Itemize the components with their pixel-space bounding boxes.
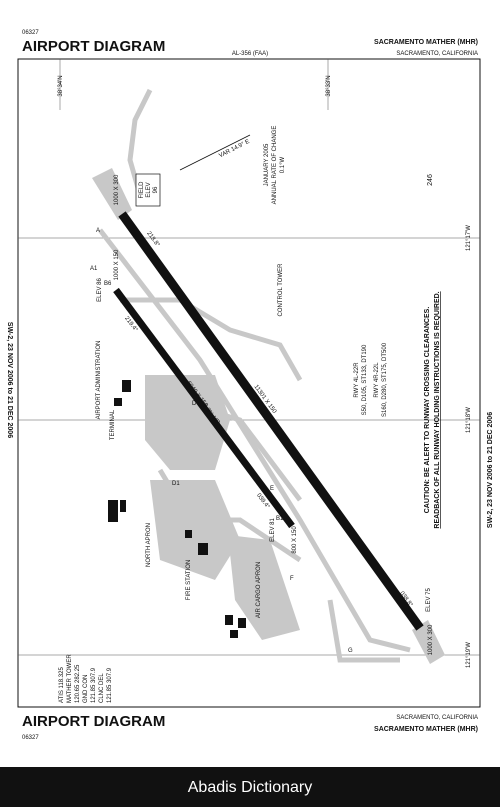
facility: CONTROL TOWER <box>278 263 284 317</box>
taxiway: A1 <box>90 266 98 272</box>
north-apron <box>150 480 240 580</box>
field-elev-box <box>135 173 161 207</box>
effective-date: SW-2, 23 NOV 2006 to 21 DEC 2006 <box>487 412 494 528</box>
variation-note: ANNUAL RATE OF CHANGE <box>272 126 278 205</box>
cargo-apron <box>228 535 300 640</box>
facility: FIRE STATION <box>186 560 192 600</box>
facility: TERMINAL <box>110 409 116 440</box>
variation-note: JANUARY 2005 <box>264 143 270 186</box>
taxiway: F <box>290 576 294 582</box>
frame <box>17 58 481 708</box>
watermark-bar <box>0 767 500 807</box>
frequency: 121.85 307.9 <box>91 667 97 703</box>
chart-number: 06327 <box>22 30 39 36</box>
frequency: 121.85 307.9 <box>107 667 113 703</box>
magnetic-arrow <box>179 134 251 171</box>
taxiway: B1 <box>276 516 284 522</box>
taxiway: A <box>96 228 100 234</box>
frequency: GND CON <box>83 675 89 703</box>
footer-chart-number: 06327 <box>22 735 39 741</box>
facility: NORTH APRON <box>146 523 152 567</box>
footer-airport: SACRAMENTO MATHER (MHR) <box>374 726 478 733</box>
taxiway: B6 <box>104 281 112 287</box>
elevation: ELEV 81 <box>270 517 276 541</box>
runway-dims: 1000 X 300 <box>114 174 120 205</box>
taxiway: D1 <box>172 481 180 487</box>
title: AIRPORT DIAGRAM <box>22 38 165 55</box>
obstacle: 246 <box>427 174 434 186</box>
elevation: ELEV 75 <box>426 587 432 611</box>
longitude: 121°17'W <box>466 225 472 251</box>
frequency: MATHER TOWER <box>67 654 73 703</box>
facility: AIRPORT ADMINISTRATION <box>96 341 102 420</box>
overrun <box>412 620 445 664</box>
caution: READBACK OF ALL RUNWAY HOLDING INSTRUCTI… <box>434 291 441 528</box>
airport-name: SACRAMENTO MATHER (MHR) <box>374 39 478 46</box>
effective-date: SW-2, 23 NOV 2006 to 21 DEC 2006 <box>6 322 13 438</box>
watermark: Abadis Dictionary <box>188 779 313 796</box>
footer-city: SACRAMENTO, CALIFORNIA <box>396 715 478 721</box>
frequency: CLNC DEL <box>99 673 105 703</box>
taxiway: G <box>348 648 353 654</box>
field-elev: FIELD <box>139 181 145 199</box>
caution: CAUTION: BE ALERT TO RUNWAY CROSSING CLE… <box>424 307 431 514</box>
variation: VAR 14.9° E <box>218 139 250 159</box>
frequency: 120.65 282.25 <box>75 664 81 703</box>
runway-strength: S50, D105, ST133, DT190 <box>362 344 368 415</box>
field-elev: 96 <box>153 186 159 193</box>
elevation: ELEV 86 <box>97 277 103 301</box>
longitude: 121°18'W <box>466 407 472 433</box>
runway-dims: 1000 X 300 <box>428 624 434 655</box>
latitude: 38°34'N <box>58 75 64 96</box>
runway-dims: 1000 X 150 <box>114 249 120 280</box>
variation-note: 0.1°W <box>280 156 286 173</box>
city: SACRAMENTO, CALIFORNIA <box>396 51 478 57</box>
runway-strength: S160, D280, ST175, DT500 <box>382 342 388 417</box>
runway <box>113 287 295 529</box>
footer-title: AIRPORT DIAGRAM <box>22 713 165 730</box>
taxiway: E <box>270 486 274 492</box>
longitude: 121°19'W <box>466 642 472 668</box>
buildings <box>108 380 246 638</box>
overrun <box>92 168 132 220</box>
runway-dims: 800 X 150 <box>292 526 298 554</box>
taxiway: D <box>192 401 197 407</box>
procedure-id: AL-356 (FAA) <box>232 51 268 57</box>
runway-strength: RWY 4L-22R <box>354 362 360 398</box>
main-apron <box>145 375 230 470</box>
runway-strength: RWY 4R-22L <box>374 362 380 398</box>
frequency: ATIS 118.325 <box>59 667 65 703</box>
latitude: 38°33'N <box>326 75 332 96</box>
facility: AIR CARGO APRON <box>256 562 262 618</box>
runway <box>118 211 424 631</box>
field-elev: ELEV <box>146 182 152 197</box>
